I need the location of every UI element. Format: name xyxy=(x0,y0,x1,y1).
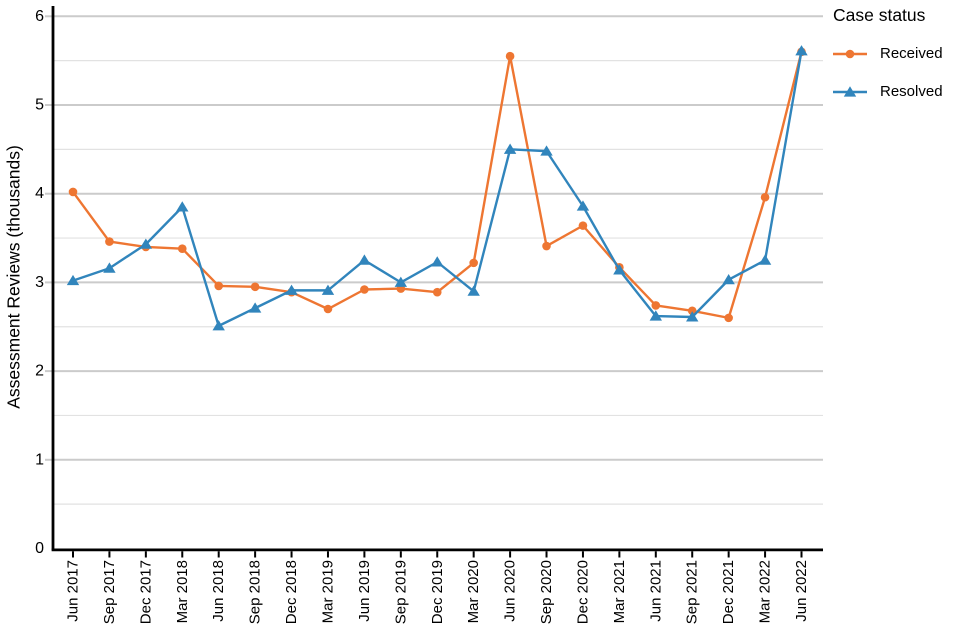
x-axis-tick-label: Mar 2021 xyxy=(611,560,628,623)
data-point-resolved xyxy=(358,254,371,265)
data-point-resolved xyxy=(431,256,444,267)
y-axis-tick-label: 6 xyxy=(35,8,44,25)
legend-item-received: Received xyxy=(833,43,943,64)
data-point-resolved xyxy=(758,254,772,265)
data-point-resolved xyxy=(103,262,116,273)
x-axis-tick-label: Dec 2017 xyxy=(137,560,154,624)
data-point-received xyxy=(724,313,733,323)
data-point-received xyxy=(469,258,478,268)
data-point-resolved xyxy=(321,284,335,295)
x-axis-tick-label: Jun 2020 xyxy=(502,560,519,622)
data-point-received xyxy=(360,285,369,294)
data-point-resolved xyxy=(139,238,153,249)
legend-item-resolved: Resolved xyxy=(833,81,943,102)
y-axis-tick-label: 2 xyxy=(35,363,44,380)
x-axis-tick-label: Mar 2018 xyxy=(174,560,191,623)
y-axis-tick-label: 3 xyxy=(35,274,44,291)
y-axis-tick-label: 1 xyxy=(35,451,44,468)
x-axis-tick-label: Jun 2019 xyxy=(356,560,373,622)
data-point-resolved xyxy=(467,285,480,296)
legend-label-resolved: Resolved xyxy=(880,83,943,100)
legend-title: Case status xyxy=(833,5,926,25)
data-point-received xyxy=(68,187,78,197)
received-line-circle-icon xyxy=(833,49,867,58)
data-point-resolved xyxy=(212,320,225,331)
data-point-received xyxy=(323,304,333,314)
data-point-resolved xyxy=(66,274,80,286)
series-line-received xyxy=(71,50,803,320)
data-point-received xyxy=(105,237,114,246)
x-axis-tick-label: Jun 2022 xyxy=(793,560,810,622)
x-axis-tick-label: Jun 2021 xyxy=(647,560,664,622)
legend: Case status Received Resolved xyxy=(833,4,943,102)
data-point-resolved xyxy=(649,310,662,321)
data-point-resolved xyxy=(722,273,735,285)
data-point-received xyxy=(432,287,442,297)
data-point-resolved xyxy=(248,302,262,313)
data-point-received xyxy=(578,221,588,230)
x-axis-tick-label: Jun 2017 xyxy=(65,560,82,622)
y-axis-tick-label: 4 xyxy=(35,185,44,202)
y-axis-tick-label: 0 xyxy=(35,540,44,557)
x-axis-tick-label: Sep 2017 xyxy=(101,560,118,624)
data-point-received xyxy=(505,51,515,61)
x-axis-tick-label: Dec 2020 xyxy=(574,560,591,624)
data-point-resolved xyxy=(285,284,298,295)
data-point-resolved xyxy=(503,143,517,154)
data-point-resolved xyxy=(686,311,699,322)
x-axis-tick-label: Jun 2018 xyxy=(210,560,227,622)
resolved-line-triangle-icon xyxy=(833,85,867,97)
x-axis-tick-label: Mar 2019 xyxy=(319,560,336,623)
data-point-resolved xyxy=(795,45,808,56)
data-point-received xyxy=(214,281,223,291)
data-point-received xyxy=(760,192,770,202)
data-point-resolved xyxy=(394,276,408,287)
data-point-resolved xyxy=(540,145,553,156)
data-point-resolved xyxy=(613,264,626,275)
x-axis-tick-label: Sep 2019 xyxy=(392,560,409,624)
x-axis-tick-label: Sep 2018 xyxy=(247,560,264,624)
data-point-received xyxy=(542,241,551,251)
data-point-resolved xyxy=(576,200,590,211)
data-point-received xyxy=(177,244,187,253)
data-point-received xyxy=(687,306,697,316)
data-point-received xyxy=(250,282,260,292)
data-point-resolved xyxy=(176,201,189,212)
x-axis-tick-label: Mar 2022 xyxy=(757,560,774,623)
series-line-resolved xyxy=(71,49,803,328)
x-axis-tick-label: Sep 2021 xyxy=(684,560,701,624)
x-axis-tick-label: Dec 2018 xyxy=(283,560,300,624)
x-axis-tick-label: Dec 2021 xyxy=(720,560,737,624)
data-point-received xyxy=(651,301,661,310)
y-axis-tick-label: 5 xyxy=(35,97,44,114)
x-axis-tick-label: Dec 2019 xyxy=(429,560,446,624)
x-axis-tick-label: Mar 2020 xyxy=(465,560,482,623)
legend-label-received: Received xyxy=(880,45,943,62)
x-axis-tick-label: Sep 2020 xyxy=(538,560,555,624)
